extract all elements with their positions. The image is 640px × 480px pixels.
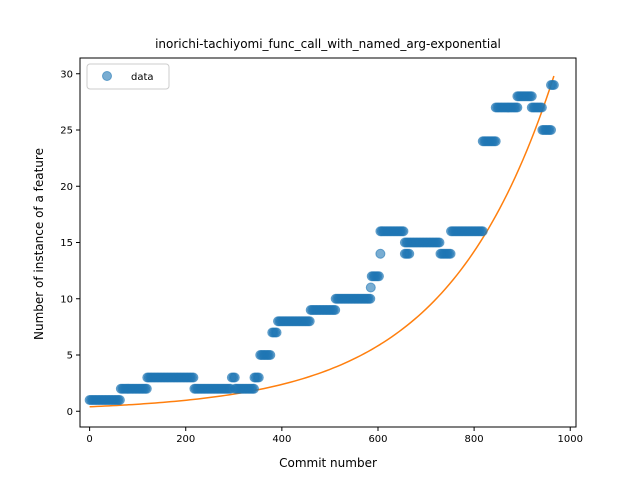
data-point [141,383,152,394]
data-points [84,80,559,405]
y-tick-label: 5 [67,351,73,362]
data-point [365,293,376,304]
data-point [330,305,341,315]
data-point [434,237,445,248]
data-point [365,282,376,293]
y-axis-label: Number of instance of a feature [32,148,46,340]
chart-title: inorichi-tachiyomi_func_call_with_named_… [155,37,501,51]
y-tick-label: 10 [60,294,73,305]
legend: data [86,63,170,90]
y-tick-label: 25 [60,126,73,137]
y-tick-label: 30 [60,69,73,80]
data-point [490,136,501,147]
x-tick-label: 0 [86,434,92,445]
data-point [548,80,559,90]
legend-label-data: data [131,72,154,83]
data-point [271,327,282,338]
data-point [265,350,276,360]
data-point [536,102,547,113]
legend-marker-data [102,71,112,81]
data-point [248,383,259,394]
data-point [526,91,537,102]
x-tick-label: 800 [465,434,484,445]
data-point [375,248,386,259]
data-point [512,102,523,113]
data-point [114,395,125,405]
x-tick-label: 1000 [558,434,583,445]
data-point [304,316,315,327]
y-tick-label: 15 [60,238,73,249]
data-point [188,372,199,383]
x-tick-label: 400 [272,434,291,445]
y-tick-label: 0 [67,407,73,418]
legend-box [86,63,170,90]
data-point [546,125,557,135]
y-tick-label: 20 [60,182,73,193]
data-point [253,372,264,383]
fit-layer [89,75,555,408]
fit-line [89,75,555,408]
x-tick-label: 200 [176,434,195,445]
data-point [404,248,415,259]
x-axis-label: Commit number [279,456,377,470]
data-point [373,271,384,282]
data-point [229,372,240,383]
data-point [398,226,409,237]
data-point [477,226,488,237]
y-axis-ticks: 0 5 10 15 20 25 30 [60,69,80,418]
x-tick-label: 600 [368,434,387,445]
x-axis-ticks: 0 200 400 600 800 1000 [86,427,583,445]
plot-area [79,57,577,428]
data-point [445,248,456,259]
